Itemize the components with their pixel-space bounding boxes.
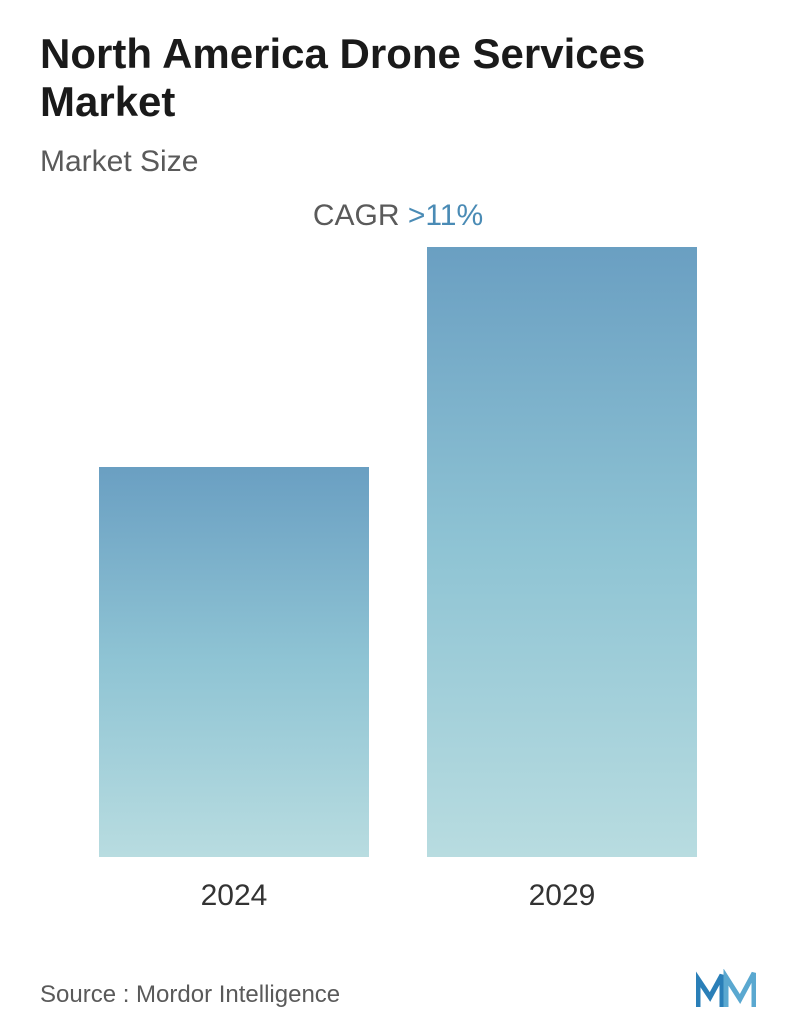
mordor-intelligence-logo-icon — [696, 969, 756, 1009]
bar-label-2024: 2024 — [201, 879, 268, 913]
cagr-display: CAGR >11% — [40, 199, 756, 233]
bar-wrapper-2024: 2024 — [94, 467, 374, 913]
cagr-value: >11% — [408, 199, 483, 232]
bar-wrapper-2029: 2029 — [422, 247, 702, 913]
cagr-label: CAGR — [313, 199, 408, 232]
bar-2024 — [99, 467, 369, 857]
bar-2029 — [427, 247, 697, 857]
source-attribution: Source : Mordor Intelligence — [40, 981, 340, 1009]
chart-footer: Source : Mordor Intelligence — [40, 969, 756, 1009]
bar-label-2029: 2029 — [529, 879, 596, 913]
bar-chart-area: 2024 2029 — [40, 283, 756, 913]
chart-title: North America Drone Services Market — [40, 30, 756, 127]
chart-subtitle: Market Size — [40, 145, 756, 179]
